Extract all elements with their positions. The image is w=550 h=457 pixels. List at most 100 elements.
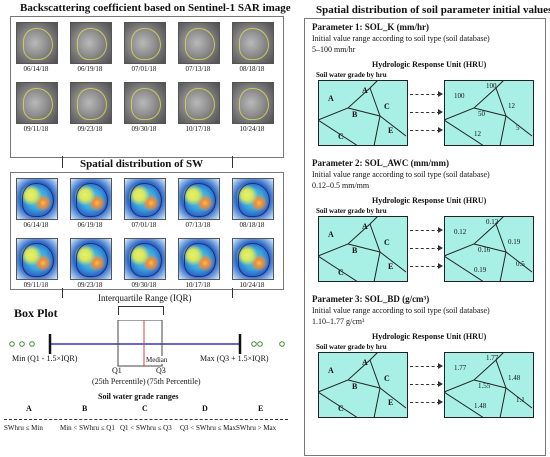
grade-label: Soil water grade by hru bbox=[316, 207, 387, 215]
dashed-arrow bbox=[410, 248, 440, 249]
arrow-down-right bbox=[232, 156, 233, 168]
sw-date: 09/11/18 bbox=[23, 281, 49, 289]
sw-date: 09/30/18 bbox=[131, 281, 157, 289]
sw-thumb bbox=[232, 238, 274, 280]
arrow-head bbox=[438, 263, 443, 269]
hru-value: 1.48 bbox=[508, 374, 521, 382]
sw-thumb bbox=[16, 178, 58, 220]
outlier-low-2 bbox=[19, 341, 25, 347]
grades-title: Soil water grade ranges bbox=[98, 392, 179, 401]
zone-letter: C bbox=[338, 132, 344, 141]
sw-date: 08/18/18 bbox=[239, 221, 265, 229]
sar-date: 08/18/18 bbox=[239, 65, 265, 73]
arrow-sw-left bbox=[62, 288, 63, 298]
hru-value: 1.77 bbox=[454, 364, 467, 372]
param-desc: Initial value range according to soil ty… bbox=[312, 34, 490, 43]
param-desc: Initial value range according to soil ty… bbox=[312, 306, 490, 315]
hru-value: 1.55 bbox=[478, 382, 491, 390]
arrow-sw-right bbox=[232, 288, 233, 298]
dashed-arrow bbox=[410, 112, 440, 113]
hru-boundaries bbox=[444, 216, 533, 282]
sw-thumb bbox=[16, 238, 58, 280]
sar-thumb bbox=[178, 22, 220, 64]
zone-letter: B bbox=[352, 110, 358, 119]
sar-thumb bbox=[178, 82, 220, 124]
q3-sub: (75th Percentile) bbox=[147, 377, 201, 386]
sar-date: 06/19/18 bbox=[77, 65, 103, 73]
hru-value-map bbox=[444, 352, 534, 418]
box-plot bbox=[9, 320, 285, 367]
sw-thumb bbox=[178, 238, 220, 280]
zone-letter: C bbox=[384, 374, 390, 383]
param-desc: Initial value range according to soil ty… bbox=[312, 170, 490, 179]
grade-letter: D bbox=[202, 404, 208, 413]
grade-letter: E bbox=[258, 404, 264, 413]
hru-value: 0.19 bbox=[474, 266, 487, 274]
param-name: Parameter 3: SOL_BD (g/cm³) bbox=[312, 294, 430, 304]
hru-title: Hydrologic Response Unit (HRU) bbox=[372, 196, 487, 205]
sw-title: Spatial distribution of SW bbox=[80, 158, 204, 170]
sw-date: 06/19/18 bbox=[77, 221, 103, 229]
param-name: Parameter 1: SOL_K (mm/hr) bbox=[312, 22, 430, 32]
sw-date: 09/23/18 bbox=[77, 281, 103, 289]
box-plot-title: Box Plot bbox=[14, 306, 58, 320]
sar-thumb bbox=[16, 22, 58, 64]
dashed-arrow bbox=[410, 94, 440, 95]
hru-boundaries bbox=[318, 352, 407, 418]
grade-range: Min < SWhru ≤ Q1 bbox=[60, 424, 115, 432]
sar-thumb bbox=[70, 22, 112, 64]
sar-date: 09/30/18 bbox=[131, 125, 157, 133]
sw-thumb bbox=[124, 238, 166, 280]
q1-sub: (25th Percentile) bbox=[92, 377, 146, 386]
hru-boundaries bbox=[318, 216, 407, 282]
hru-boundaries bbox=[444, 80, 533, 146]
sw-thumb bbox=[124, 178, 166, 220]
grade-range: SWhru > Max bbox=[236, 424, 277, 432]
arrow-head bbox=[438, 245, 443, 251]
arrow-head bbox=[438, 399, 443, 405]
sar-date: 07/13/18 bbox=[185, 65, 211, 73]
sw-date: 07/13/18 bbox=[185, 221, 211, 229]
grade-range: Q3 < SWhru ≤ Max bbox=[180, 424, 237, 432]
hru-value: 0.5 bbox=[516, 260, 525, 268]
sar-thumb bbox=[70, 82, 112, 124]
hru-grade-map bbox=[318, 80, 408, 146]
sar-thumb bbox=[232, 82, 274, 124]
hru-value: 100 bbox=[486, 82, 497, 90]
zone-letter: A bbox=[328, 230, 334, 239]
zone-letter: A bbox=[362, 358, 368, 367]
grade-label: Soil water grade by hru bbox=[316, 343, 387, 351]
hru-boundaries bbox=[318, 80, 407, 146]
sar-date: 07/01/18 bbox=[131, 65, 157, 73]
zone-letter: A bbox=[362, 222, 368, 231]
grade-label: Soil water grade by hru bbox=[316, 71, 387, 79]
sar-thumb bbox=[232, 22, 274, 64]
sw-thumb bbox=[70, 238, 112, 280]
max-label: Max (Q3 + 1.5×IQR) bbox=[200, 354, 269, 363]
right-title: Spatial distribution of soil parameter i… bbox=[316, 4, 550, 16]
sar-date: 09/23/18 bbox=[77, 125, 103, 133]
grade-axis bbox=[4, 419, 288, 420]
sw-date: 06/14/18 bbox=[23, 221, 49, 229]
zone-letter: A bbox=[362, 86, 368, 95]
zone-letter: B bbox=[352, 382, 358, 391]
sw-date: 10/24/18 bbox=[239, 281, 265, 289]
hru-boundaries bbox=[444, 352, 533, 418]
zone-letter: E bbox=[388, 262, 394, 271]
median-label: Median bbox=[146, 356, 168, 364]
zone-letter: B bbox=[352, 246, 358, 255]
outlier-low-3 bbox=[29, 341, 35, 347]
outlier-high-3 bbox=[279, 341, 285, 347]
iqr-label: Interquartile Range (IQR) bbox=[98, 293, 192, 303]
hru-grade-map bbox=[318, 352, 408, 418]
hru-value: 5 bbox=[516, 124, 520, 132]
zone-letter: A bbox=[328, 94, 334, 103]
outlier-low-1 bbox=[9, 341, 15, 347]
hru-title: Hydrologic Response Unit (HRU) bbox=[372, 60, 487, 69]
iqr-bracket bbox=[118, 306, 164, 315]
zone-letter: C bbox=[384, 238, 390, 247]
hru-value: 0.19 bbox=[508, 238, 521, 246]
outlier-high-2 bbox=[257, 341, 263, 347]
arrow-head bbox=[438, 91, 443, 97]
sw-thumb bbox=[232, 178, 274, 220]
